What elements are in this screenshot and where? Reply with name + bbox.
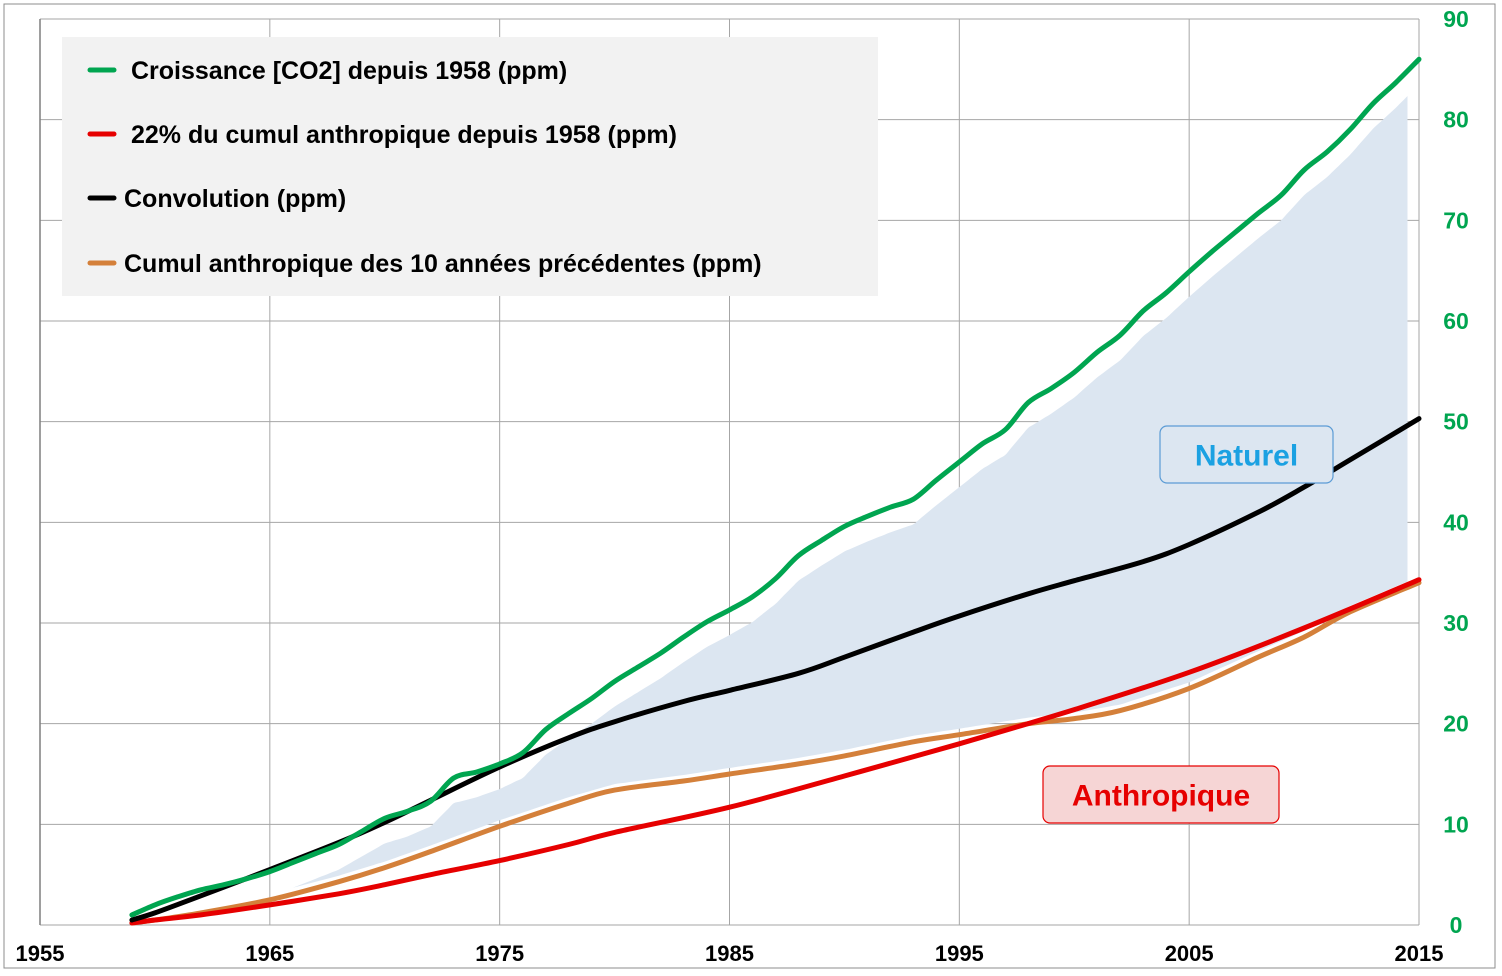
naturel-area-fill [154, 96, 1408, 914]
y-tick-label: 0 [1450, 912, 1463, 938]
annotation-label: Naturel [1195, 440, 1298, 473]
legend: Croissance [CO2] depuis 1958 (ppm) 22% du… [62, 37, 878, 296]
series-line-3 [129, 580, 1422, 926]
annotation-box [1159, 425, 1334, 484]
x-tick-label: 1995 [935, 941, 984, 966]
series-line-1 [129, 577, 1422, 926]
annotation-label: Anthropique [1072, 780, 1250, 813]
y-tick-label: 60 [1443, 308, 1469, 334]
y-tick-label: 40 [1443, 509, 1469, 535]
legend-label: Convolution (ppm) [124, 185, 346, 213]
naturel-area [154, 96, 1408, 914]
y-tick-label: 80 [1443, 107, 1469, 133]
x-tick-label: 1985 [705, 941, 754, 966]
y-axis-tick-labels: 0 10 20 30 40 50 60 70 80 90 [1443, 6, 1469, 938]
legend-label: Croissance [CO2] depuis 1958 (ppm) [131, 57, 567, 85]
x-tick-label: 1965 [245, 941, 294, 966]
y-tick-label: 70 [1443, 207, 1469, 233]
y-tick-label: 30 [1443, 610, 1469, 636]
x-tick-label: 1955 [16, 941, 65, 966]
series-line-0 [129, 56, 1422, 918]
x-axis-tick-labels: 1955 1965 1975 1985 1995 2005 2015 [16, 941, 1444, 966]
legend-label: Cumul anthropique des 10 années précéden… [124, 250, 762, 278]
plot-frame [3, 3, 1496, 969]
y-tick-label: 10 [1443, 811, 1469, 837]
y-tick-label: 90 [1443, 6, 1469, 32]
x-tick-label: 2015 [1395, 941, 1444, 966]
annotations: Naturel Anthropique [1042, 425, 1334, 824]
x-tick-label: 2005 [1165, 941, 1214, 966]
legend-label: 22% du cumul anthropique depuis 1958 (pp… [131, 121, 677, 149]
annotation-box [1042, 765, 1280, 824]
legend-box [62, 37, 878, 296]
y-tick-label: 50 [1443, 409, 1469, 435]
x-tick-label: 1975 [475, 941, 524, 966]
series-lines [129, 56, 1422, 926]
y-tick-label: 20 [1443, 711, 1469, 737]
